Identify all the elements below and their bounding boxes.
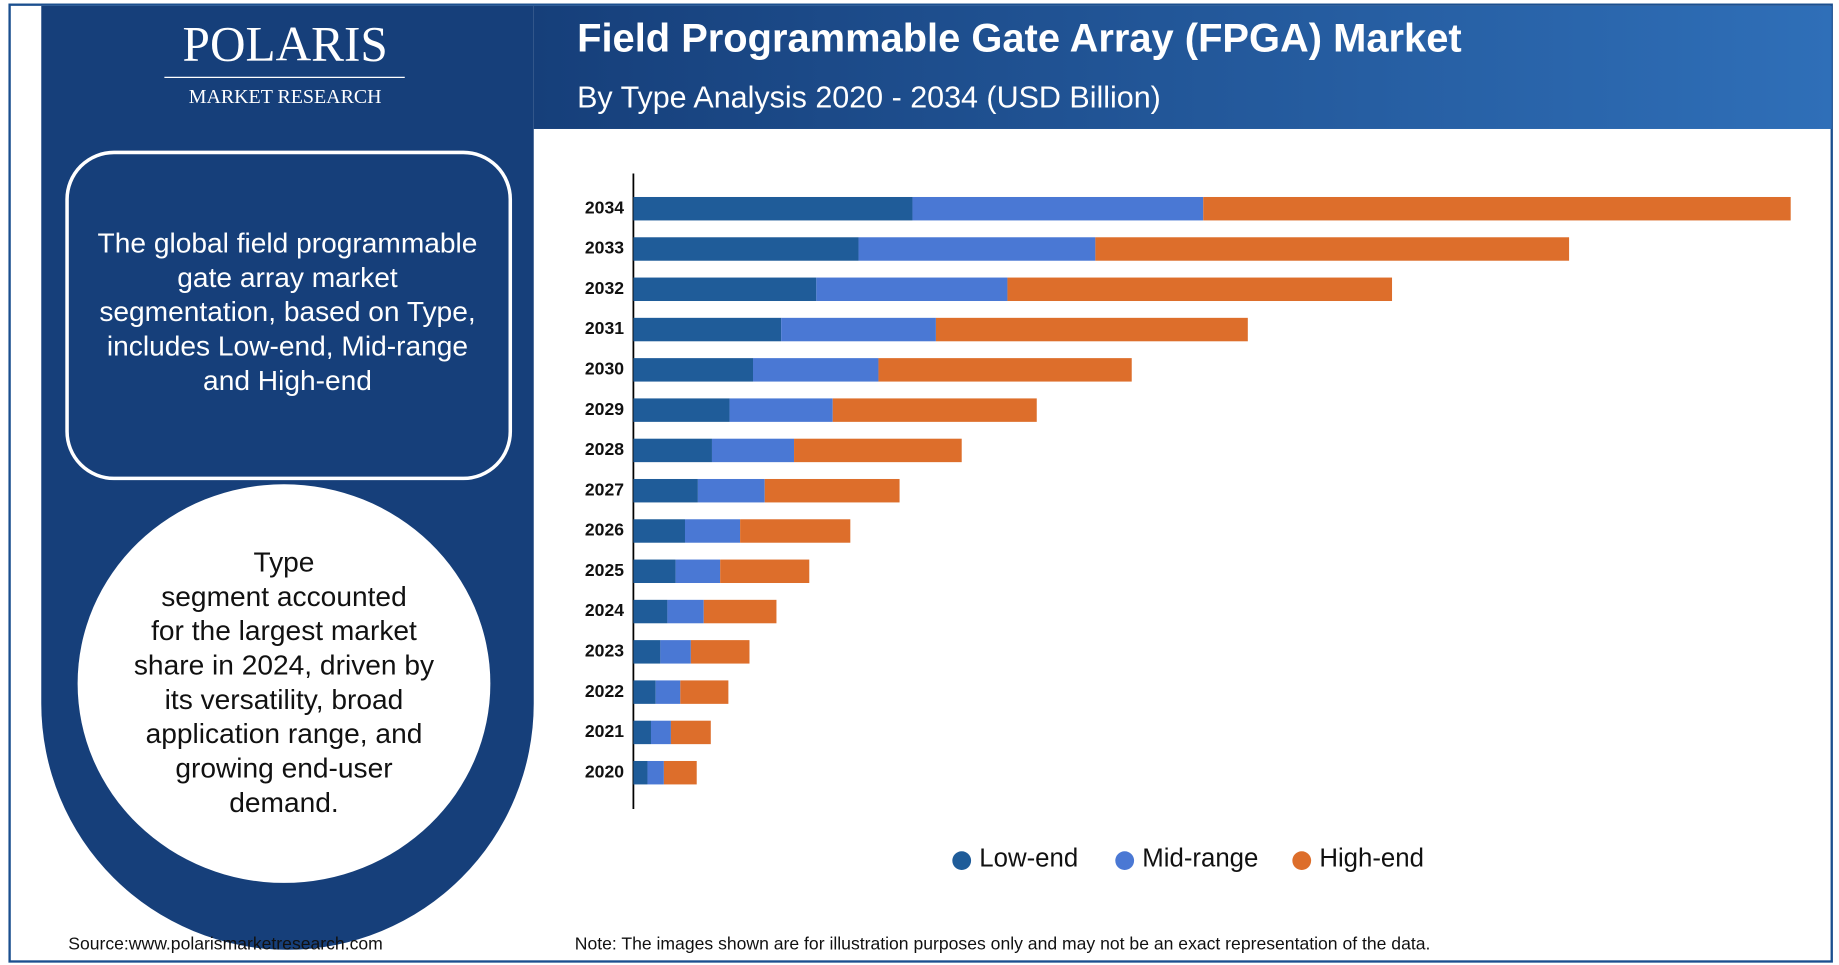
y-tick-label: 2020 xyxy=(585,761,624,781)
bar-segment xyxy=(633,680,656,704)
info-circle-line: Type xyxy=(253,546,314,577)
legend-label: High-end xyxy=(1319,844,1424,872)
bar-segment xyxy=(633,478,698,503)
info-circle-line: its versatility, broad xyxy=(165,684,404,715)
bar-segment xyxy=(752,358,879,382)
bar-segment xyxy=(697,478,765,503)
bar-segment xyxy=(633,760,648,785)
bar-segment xyxy=(912,196,1204,221)
frame xyxy=(8,3,1833,963)
info-box xyxy=(65,150,513,481)
bar-segment xyxy=(729,398,833,422)
source: Source:www.polarismarketresearch.com xyxy=(68,934,383,954)
bar-segment xyxy=(633,559,676,584)
bar-segment xyxy=(781,317,936,342)
bar-segment xyxy=(633,720,651,745)
bar-segment xyxy=(680,680,729,704)
info-circle-line: demand. xyxy=(229,787,338,818)
y-tick-label: 2032 xyxy=(585,278,624,298)
info-circle-line: segment accounted xyxy=(161,581,406,612)
legend-swatch xyxy=(1292,851,1312,871)
y-tick-label: 2021 xyxy=(585,721,624,741)
bar-segment xyxy=(633,237,859,261)
bar-segment xyxy=(816,277,1008,302)
bar-segment xyxy=(663,760,697,785)
bar-segment xyxy=(647,760,664,785)
info-circle-line: share in 2024, driven by xyxy=(134,649,434,680)
bar-segment xyxy=(633,317,782,342)
bar-segment xyxy=(660,640,691,664)
y-tick-label: 2022 xyxy=(585,681,624,701)
info-circle-line: application range, and xyxy=(146,718,423,749)
bar-segment xyxy=(858,237,1096,261)
legend-swatch xyxy=(1115,851,1135,871)
bar-segment xyxy=(633,519,685,543)
bar-segment xyxy=(764,478,900,503)
note: Note: The images shown are for illustrat… xyxy=(575,934,1431,954)
bar-segment xyxy=(650,720,671,745)
bar-segment xyxy=(740,519,851,543)
y-tick-label: 2029 xyxy=(585,399,624,419)
bar-segment xyxy=(655,680,681,704)
y-tick-label: 2034 xyxy=(585,197,624,217)
info-circle-line: for the largest market xyxy=(151,615,417,646)
info-box-line: The global field programmable xyxy=(98,227,478,258)
bar-segment xyxy=(633,640,661,664)
bar-segment xyxy=(690,640,750,664)
brand-name: POLARIS xyxy=(183,17,388,72)
y-tick-label: 2024 xyxy=(585,600,624,620)
legend-label: Low-end xyxy=(979,844,1078,872)
info-box-line: includes Low-end, Mid-range xyxy=(107,331,468,362)
y-tick-label: 2033 xyxy=(585,238,624,258)
bar-segment xyxy=(684,519,741,543)
info-box-line: segmentation, based on Type, xyxy=(99,296,475,327)
brand-tagline: MARKET RESEARCH xyxy=(189,86,382,108)
y-tick-label: 2025 xyxy=(585,560,624,580)
bar-segment xyxy=(633,358,753,382)
info-box-line: and High-end xyxy=(203,365,372,396)
y-tick-label: 2026 xyxy=(585,520,624,540)
legend-label: Mid-range xyxy=(1142,844,1258,872)
chart-title: Field Programmable Gate Array (FPGA) Mar… xyxy=(577,17,1462,61)
bar-segment xyxy=(720,559,810,584)
y-tick-label: 2030 xyxy=(585,358,624,378)
bar-segment xyxy=(670,720,711,745)
bar-segment xyxy=(1095,237,1570,261)
info-circle-line: growing end-user xyxy=(175,753,392,784)
y-tick-label: 2023 xyxy=(585,640,624,660)
bar-segment xyxy=(1203,196,1791,221)
bar-segment xyxy=(711,438,795,463)
bar-segment xyxy=(703,599,777,624)
bar-segment xyxy=(1007,277,1393,302)
info-box-line: gate array market xyxy=(177,262,398,293)
bar-segment xyxy=(633,438,712,463)
bar-segment xyxy=(794,438,962,463)
chart-subtitle: By Type Analysis 2020 - 2034 (USD Billio… xyxy=(577,81,1161,115)
bar-segment xyxy=(667,599,704,624)
y-tick-label: 2031 xyxy=(585,318,624,338)
bar-segment xyxy=(633,196,913,221)
header-band xyxy=(533,5,1832,129)
bar-segment xyxy=(832,398,1037,422)
bar-segment xyxy=(878,358,1132,382)
bar-segment xyxy=(633,277,817,302)
bar-segment xyxy=(633,398,730,422)
bar-segment xyxy=(935,317,1248,342)
y-tick-label: 2028 xyxy=(585,439,624,459)
bar-segment xyxy=(675,559,721,584)
legend-swatch xyxy=(952,851,972,871)
y-tick-label: 2027 xyxy=(585,479,624,499)
info-circle xyxy=(77,484,491,883)
bar-segment xyxy=(633,599,668,624)
